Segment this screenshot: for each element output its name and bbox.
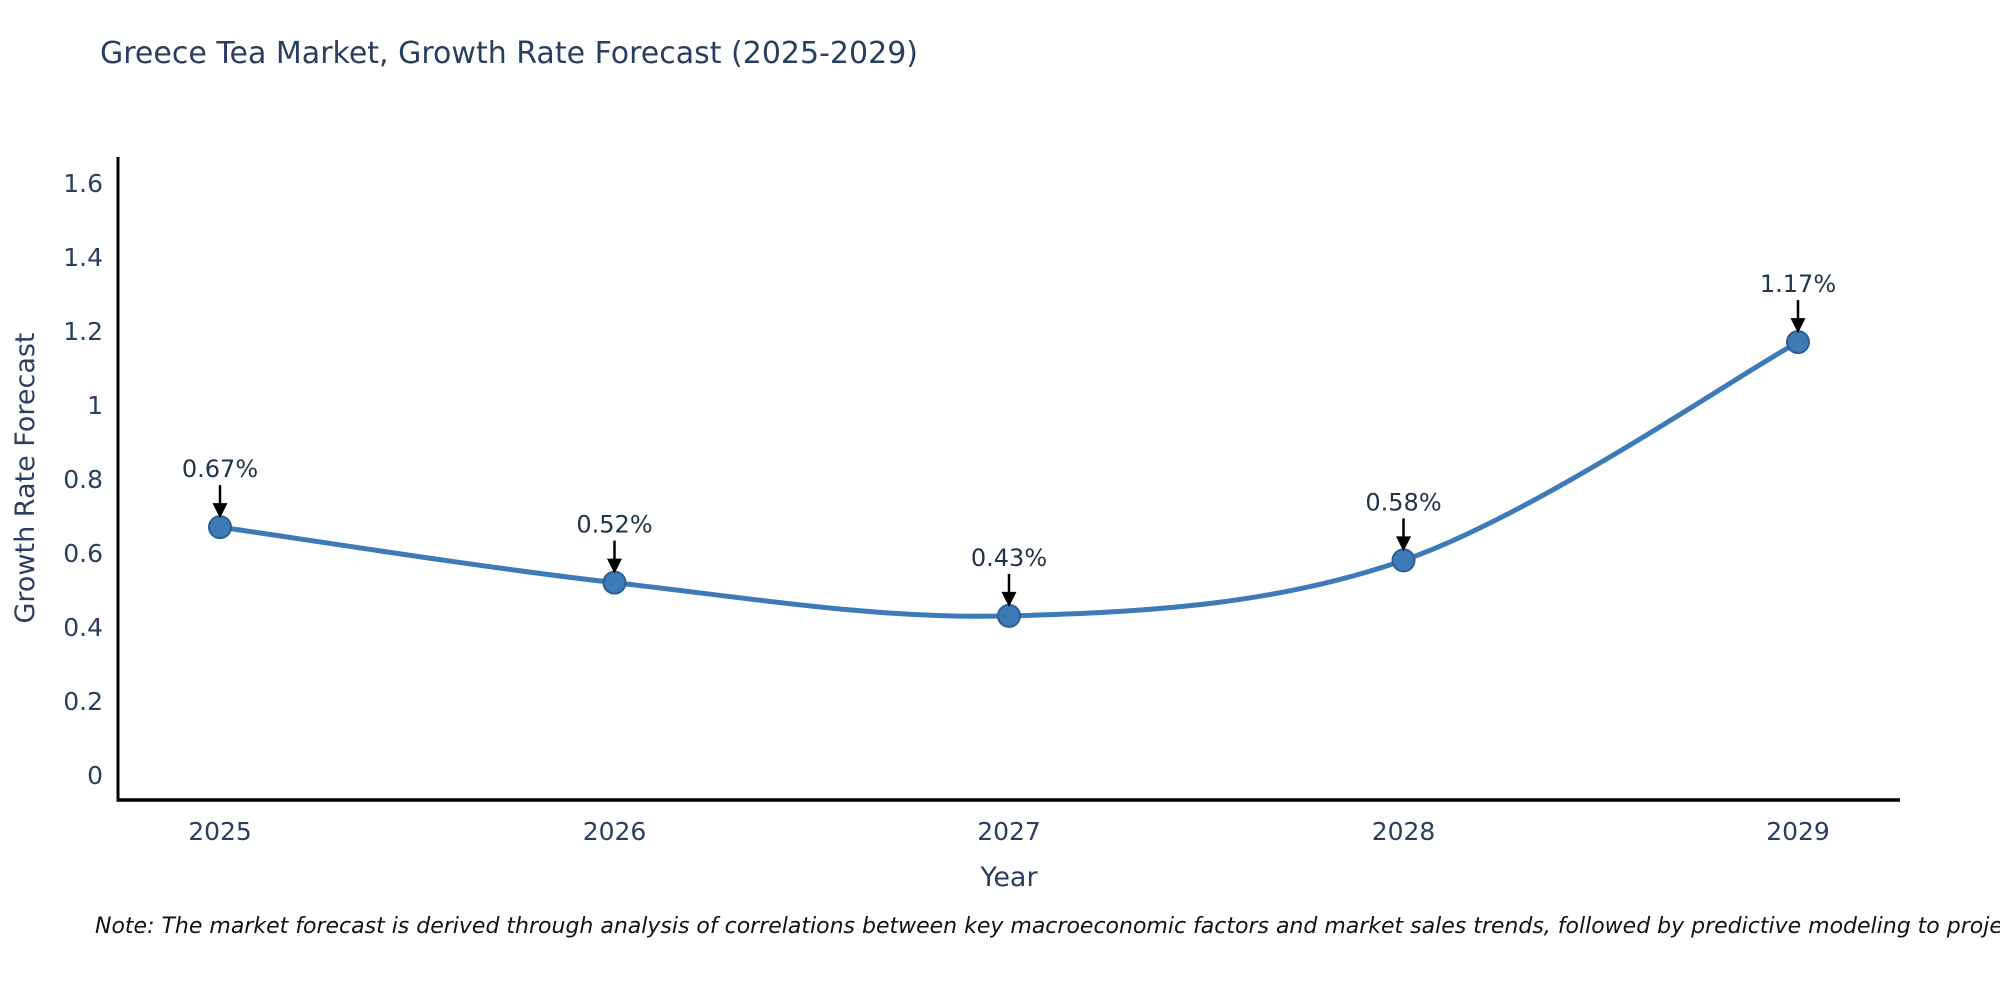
y-tick-label: 0.4 — [63, 613, 103, 642]
data-point-2027 — [997, 603, 1021, 628]
y-tick-label: 0.2 — [63, 687, 103, 716]
x-tick-label: 2028 — [1372, 817, 1436, 846]
y-tick-label: 1.6 — [63, 169, 103, 198]
x-tick-label: 2025 — [188, 817, 252, 846]
data-point-label: 0.67% — [182, 455, 258, 483]
x-tick-label: 2027 — [977, 817, 1041, 846]
data-point-label: 0.52% — [576, 511, 652, 539]
data-point-2026 — [602, 570, 627, 595]
y-tick-label: 1.4 — [63, 243, 103, 272]
x-tick-label: 2026 — [583, 817, 647, 846]
annotation-arrowhead — [1001, 591, 1017, 607]
footnote: Note: The market forecast is derived thr… — [95, 914, 2000, 939]
annotation-arrowhead — [1396, 536, 1411, 552]
data-point-label: 0.43% — [971, 544, 1047, 572]
data-point-2029 — [1786, 330, 1810, 355]
chart-title: Greece Tea Market, Growth Rate Forecast … — [100, 36, 918, 71]
data-point-2028 — [1391, 548, 1416, 573]
x-axis-title: Year — [979, 862, 1038, 893]
y-tick-label: 0.6 — [63, 539, 103, 568]
data-point-label: 0.58% — [1365, 488, 1441, 516]
y-tick-label: 0 — [87, 761, 103, 790]
data-point-label: 1.17% — [1760, 270, 1836, 298]
y-axis-title: Growth Rate Forecast — [10, 332, 41, 623]
y-tick-label: 1.2 — [63, 317, 103, 346]
x-tick-label: 2029 — [1766, 817, 1830, 846]
annotation-arrowhead — [607, 558, 622, 574]
y-tick-label: 0.8 — [63, 465, 103, 494]
y-tick-label: 1 — [87, 391, 103, 420]
data-point-2025 — [208, 515, 232, 540]
annotation-arrowhead — [1790, 318, 1806, 334]
annotation-arrowhead — [212, 503, 228, 519]
